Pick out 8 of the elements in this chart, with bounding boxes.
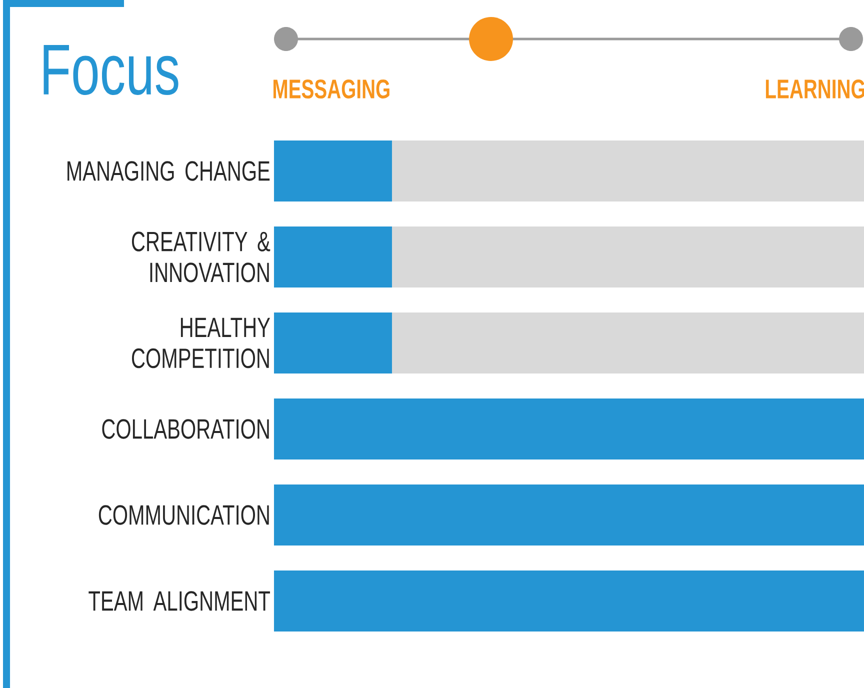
chart-title: Focus [44,44,178,96]
y-tick-label: COMMUNICATION [98,505,269,525]
y-tick-label: TEAM ALIGNMENT [88,591,270,611]
y-tick-label: HEALTHY COMPETITION [132,318,270,368]
text: MESSAGING [274,79,390,99]
y-tick-label: MANAGING CHANGE [68,161,270,181]
y-tick-label: COLLABORATION [102,419,269,439]
y-tick-label: CREATIVITY & INNOVATION [132,232,270,282]
